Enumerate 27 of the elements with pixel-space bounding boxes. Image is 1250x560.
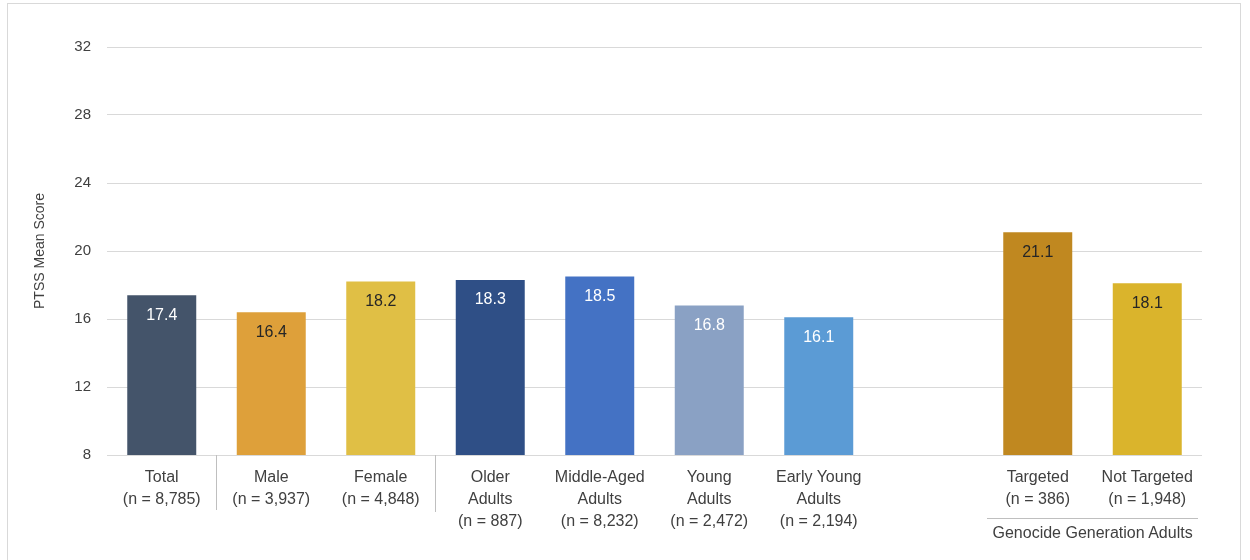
data-label: 16.4 xyxy=(255,322,287,340)
x-tick-label: Not Targeted (n = 1,948) xyxy=(1101,468,1193,508)
data-label: 16.1 xyxy=(803,327,835,345)
y-axis-title: PTSS Mean Score xyxy=(31,192,48,309)
text: Genocide Generation Adults xyxy=(992,523,1193,543)
x-tick-label: Young Adults (n = 2,472) xyxy=(670,468,749,530)
x-tick-label: Targeted (n = 386) xyxy=(1005,468,1070,508)
data-label: 16.8 xyxy=(693,315,725,333)
data-label: 21.1 xyxy=(1022,242,1054,260)
y-tick-label: 32 xyxy=(74,37,91,55)
y-tick-label: 16 xyxy=(74,309,91,327)
y-tick-label: 12 xyxy=(74,377,91,395)
y-tick-label: 20 xyxy=(74,241,91,259)
data-label: 17.4 xyxy=(146,305,178,323)
y-tick-label: 24 xyxy=(74,173,91,191)
data-label: 18.5 xyxy=(584,286,616,304)
data-label: 18.2 xyxy=(365,292,397,310)
y-tick-label: 28 xyxy=(74,105,91,123)
x-tick-label: Early Young Adults (n = 2,194) xyxy=(776,468,862,530)
x-tick-label: Total (n = 8,785) xyxy=(122,468,201,508)
x-tick-label: Middle-Aged Adults (n = 8,232) xyxy=(554,468,645,530)
y-tick-label: 8 xyxy=(82,445,91,463)
x-tick-label: Female (n = 4,848) xyxy=(341,468,420,508)
x-tick-label: Male (n = 3,937) xyxy=(232,468,311,508)
x-tick-label: Older Adults (n = 887) xyxy=(458,468,523,530)
data-label: 18.1 xyxy=(1131,293,1163,311)
data-label: 18.3 xyxy=(474,290,506,308)
